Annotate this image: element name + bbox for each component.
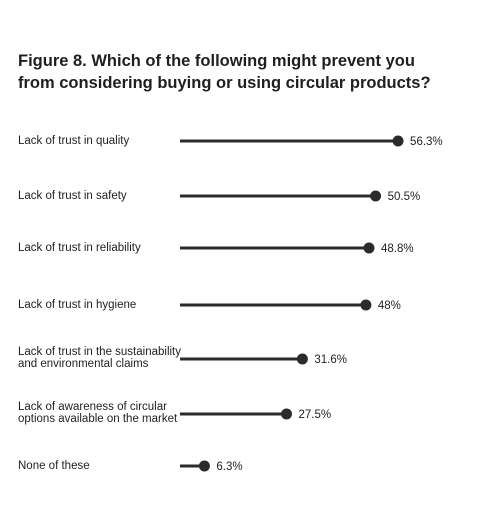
category-label-line: Lack of awareness of circular <box>18 401 167 413</box>
category-label: Lack of trust in hygiene <box>18 299 188 311</box>
category-label-line: None of these <box>18 460 90 472</box>
value-label: 27.5% <box>299 409 332 421</box>
lollipop-dot <box>363 242 375 254</box>
category-label: Lack of trust in reliability <box>18 242 188 254</box>
category-label-line: options available on the market <box>18 413 178 425</box>
value-label: 6.3% <box>216 461 242 473</box>
lollipop-dot <box>392 135 404 147</box>
category-label-line: Lack of trust in safety <box>18 190 127 202</box>
category-label: Lack of trust in the sustainability and e… <box>18 346 188 370</box>
category-label-line: and environmental claims <box>18 358 149 370</box>
chart-title-line-1: Figure 8. Which of the following might p… <box>18 52 415 70</box>
chart-title: Figure 8. Which of the following might p… <box>18 50 458 94</box>
value-label: 48.8% <box>381 243 414 255</box>
category-label: Lack of awareness of circular options ava… <box>18 401 188 425</box>
lollipop-dot <box>198 460 210 472</box>
value-label: 31.6% <box>314 354 347 366</box>
category-label: Lack of trust in safety <box>18 190 188 202</box>
category-label: None of these <box>18 460 188 472</box>
value-label: 56.3% <box>410 136 443 148</box>
lollipop-dot <box>296 353 308 365</box>
lollipop-dot <box>281 408 293 420</box>
value-label: 48% <box>378 300 401 312</box>
category-label-line: Lack of trust in reliability <box>18 242 141 254</box>
chart-title-line-2: from considering buying or using circula… <box>18 74 431 92</box>
value-label: 50.5% <box>388 191 421 203</box>
category-label-line: Lack of trust in quality <box>18 135 130 147</box>
category-label: Lack of trust in quality <box>18 135 188 147</box>
category-label-line: Lack of trust in hygiene <box>18 299 137 311</box>
lollipop-dot <box>360 299 372 311</box>
category-label-line: Lack of trust in the sustainability <box>18 346 181 358</box>
lollipop-dot <box>370 190 382 202</box>
